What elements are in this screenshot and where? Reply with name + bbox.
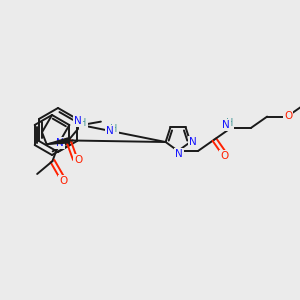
- Text: O: O: [59, 176, 68, 186]
- Text: N: N: [56, 138, 64, 148]
- Text: O: O: [220, 151, 229, 160]
- Text: H: H: [110, 124, 118, 134]
- Text: N: N: [190, 137, 197, 147]
- Text: H: H: [80, 118, 87, 128]
- Text: O: O: [284, 111, 292, 121]
- Text: N: N: [74, 116, 82, 126]
- Text: H: H: [226, 118, 233, 128]
- Polygon shape: [47, 138, 69, 144]
- Text: O: O: [74, 155, 82, 165]
- Text: N: N: [175, 149, 183, 159]
- Text: N: N: [106, 126, 114, 136]
- Text: N: N: [222, 120, 230, 130]
